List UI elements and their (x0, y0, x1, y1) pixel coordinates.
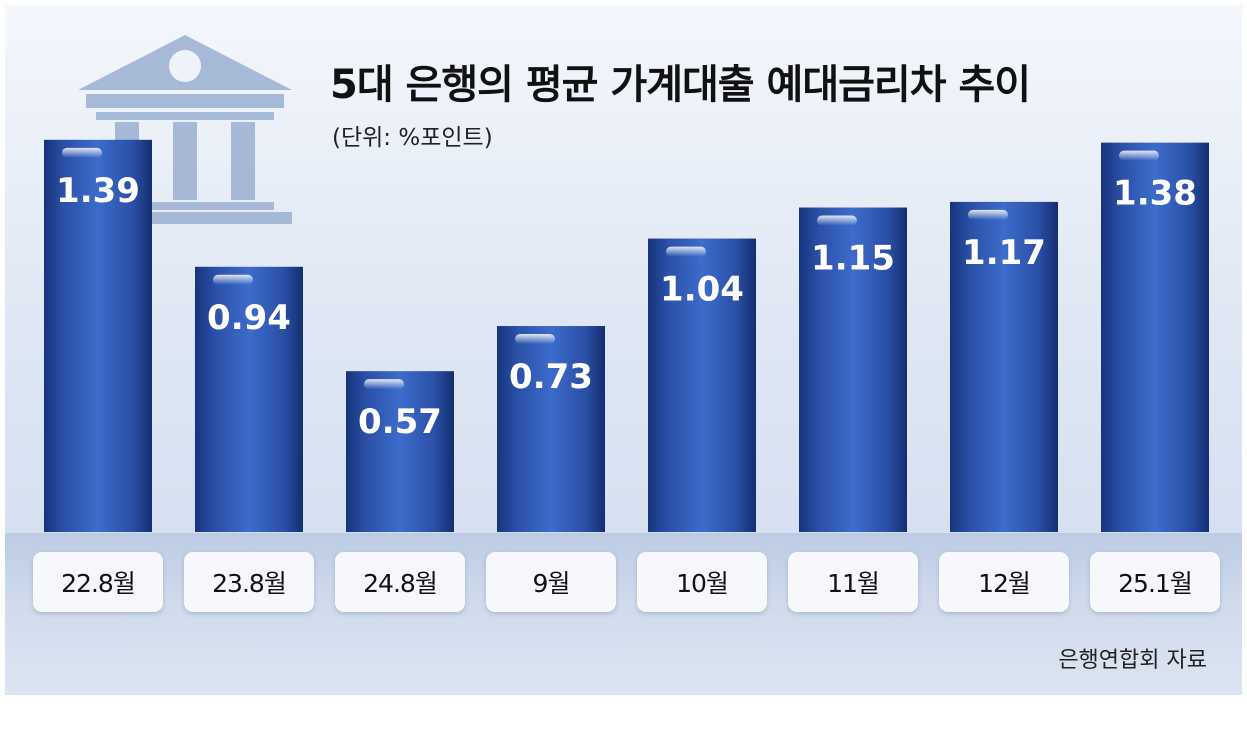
category-label-2: 24.8월 (335, 552, 465, 612)
category-label-7: 25.1월 (1090, 552, 1220, 612)
bar-highlight-5 (817, 215, 857, 226)
value-label-5: 1.15 (811, 239, 895, 279)
category-label-4: 10월 (637, 552, 767, 612)
category-label-0: 22.8월 (33, 552, 163, 612)
category-label-3: 9월 (486, 552, 616, 612)
value-label-1: 0.94 (207, 298, 291, 338)
chart-title: 5대 은행의 평균 가계대출 예대금리차 추이 (330, 62, 1031, 108)
bar-highlight-1 (213, 274, 253, 285)
category-label-1: 23.8월 (184, 552, 314, 612)
bar-highlight-3 (515, 334, 555, 345)
bar-highlight-4 (666, 246, 706, 257)
bar-4 (648, 238, 756, 533)
source-note: 은행연합회 자료 (1058, 648, 1207, 673)
value-label-6: 1.17 (962, 233, 1046, 273)
category-label-6: 12월 (939, 552, 1069, 612)
value-label-0: 1.39 (56, 171, 140, 211)
value-label-4: 1.04 (660, 270, 744, 310)
bar-6 (950, 201, 1058, 532)
value-label-2: 0.57 (358, 402, 442, 442)
bar-3 (497, 326, 605, 532)
bar-highlight-0 (62, 147, 102, 158)
bar-5 (799, 207, 907, 533)
bar-2 (346, 371, 454, 532)
value-label-3: 0.73 (509, 357, 593, 397)
bar-0 (44, 139, 152, 533)
bar-highlight-7 (1119, 150, 1159, 161)
bars-group: 1.39 0.94 0.57 0.73 1.04 1.15 1.17 1.38 (44, 139, 1209, 533)
bar-highlight-6 (968, 209, 1008, 220)
bar-1 (195, 266, 303, 532)
bar-7 (1101, 142, 1209, 532)
value-label-7: 1.38 (1113, 174, 1197, 214)
unit-label: (단위: %포인트) (332, 125, 493, 151)
category-label-5: 11월 (788, 552, 918, 612)
bar-highlight-2 (364, 379, 404, 390)
